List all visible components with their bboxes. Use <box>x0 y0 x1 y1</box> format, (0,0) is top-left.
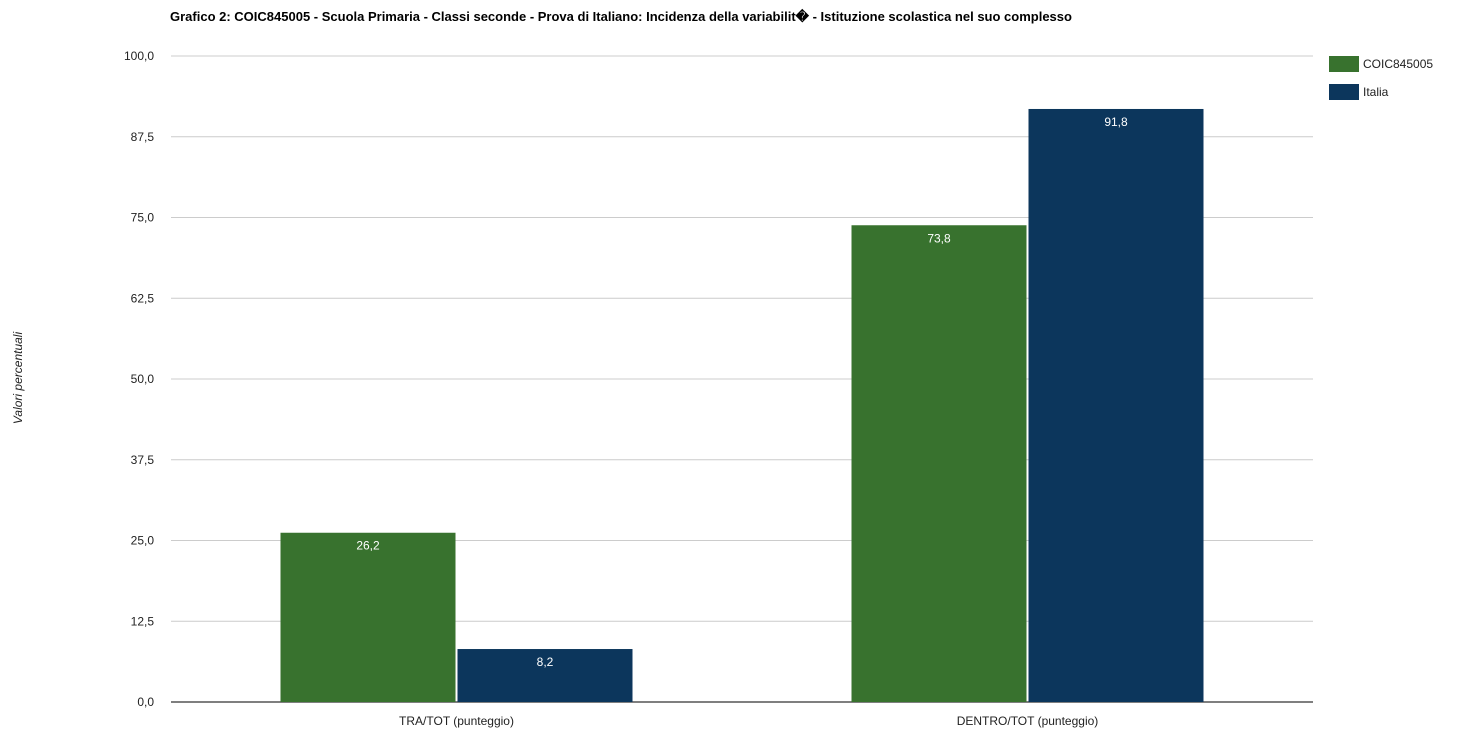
bar-value-label: 91,8 <box>1104 115 1128 129</box>
y-tick-label: 100,0 <box>124 49 154 63</box>
x-category-label: TRA/TOT (punteggio) <box>399 714 514 728</box>
legend-swatch <box>1329 84 1359 100</box>
bar-value-label: 8,2 <box>537 655 554 669</box>
x-axis-categories: TRA/TOT (punteggio) DENTRO/TOT (punteggio… <box>399 714 1098 728</box>
data-labels: 26,2 8,2 73,8 91,8 <box>356 115 1128 669</box>
x-category-label: DENTRO/TOT (punteggio) <box>957 714 1099 728</box>
bar-value-label: 26,2 <box>356 539 380 553</box>
y-tick-label: 37,5 <box>131 453 155 467</box>
y-tick-label: 50,0 <box>131 372 155 386</box>
bars <box>280 108 1204 703</box>
y-tick-label: 75,0 <box>131 211 155 225</box>
y-tick-label: 62,5 <box>131 291 155 305</box>
bar <box>457 649 633 702</box>
chart-title: Grafico 2: COIC845005 - Scuola Primaria … <box>170 8 1072 24</box>
legend-label: Italia <box>1363 85 1389 99</box>
y-axis-label: Valori percentuali <box>11 332 25 425</box>
bar <box>851 225 1027 702</box>
legend-swatch <box>1329 56 1359 72</box>
y-tick-label: 0,0 <box>137 695 154 709</box>
y-tick-label: 25,0 <box>131 534 155 548</box>
legend-label: COIC845005 <box>1363 57 1433 71</box>
bar <box>280 532 456 702</box>
bar <box>1028 108 1204 703</box>
bar-value-label: 73,8 <box>927 231 951 245</box>
y-axis-ticks: 0,0 12,5 25,0 37,5 50,0 62,5 75,0 87,5 100,0 <box>124 49 154 709</box>
legend: COIC845005 Italia <box>1329 56 1433 100</box>
y-tick-label: 12,5 <box>131 614 155 628</box>
y-tick-label: 87,5 <box>131 130 155 144</box>
